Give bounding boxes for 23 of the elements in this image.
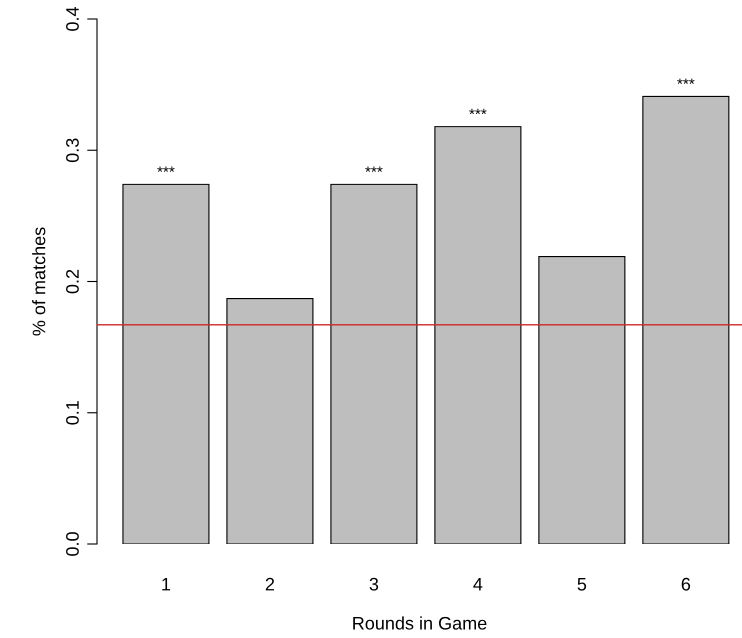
annotation: ***: [365, 166, 383, 172]
y-tick-label: 0.4: [66, 6, 79, 31]
bar: [538, 256, 626, 544]
bar: [122, 184, 210, 544]
y-tick-label: 0.3: [66, 138, 79, 162]
annotation: ***: [677, 78, 695, 84]
annotation: ***: [469, 108, 487, 114]
x-tick-label: 3: [370, 578, 378, 591]
bar: [642, 96, 730, 544]
y-tick-label: 0.2: [66, 270, 79, 294]
y-tick-label: 0.0: [66, 532, 79, 556]
y-tick-label: 0.1: [66, 401, 79, 425]
bar: [330, 184, 418, 544]
annotation: ***: [157, 166, 175, 172]
x-tick-label: 2: [266, 578, 274, 590]
x-tick-label: 5: [578, 578, 586, 591]
x-axis-title: Rounds in Game: [353, 616, 486, 630]
x-tick-label: 4: [473, 578, 482, 590]
bar: [434, 126, 522, 544]
x-tick-label: 1: [162, 578, 170, 590]
bar: [226, 298, 314, 544]
y-axis-title: % of matches: [32, 227, 46, 336]
x-tick-label: 6: [682, 578, 690, 591]
